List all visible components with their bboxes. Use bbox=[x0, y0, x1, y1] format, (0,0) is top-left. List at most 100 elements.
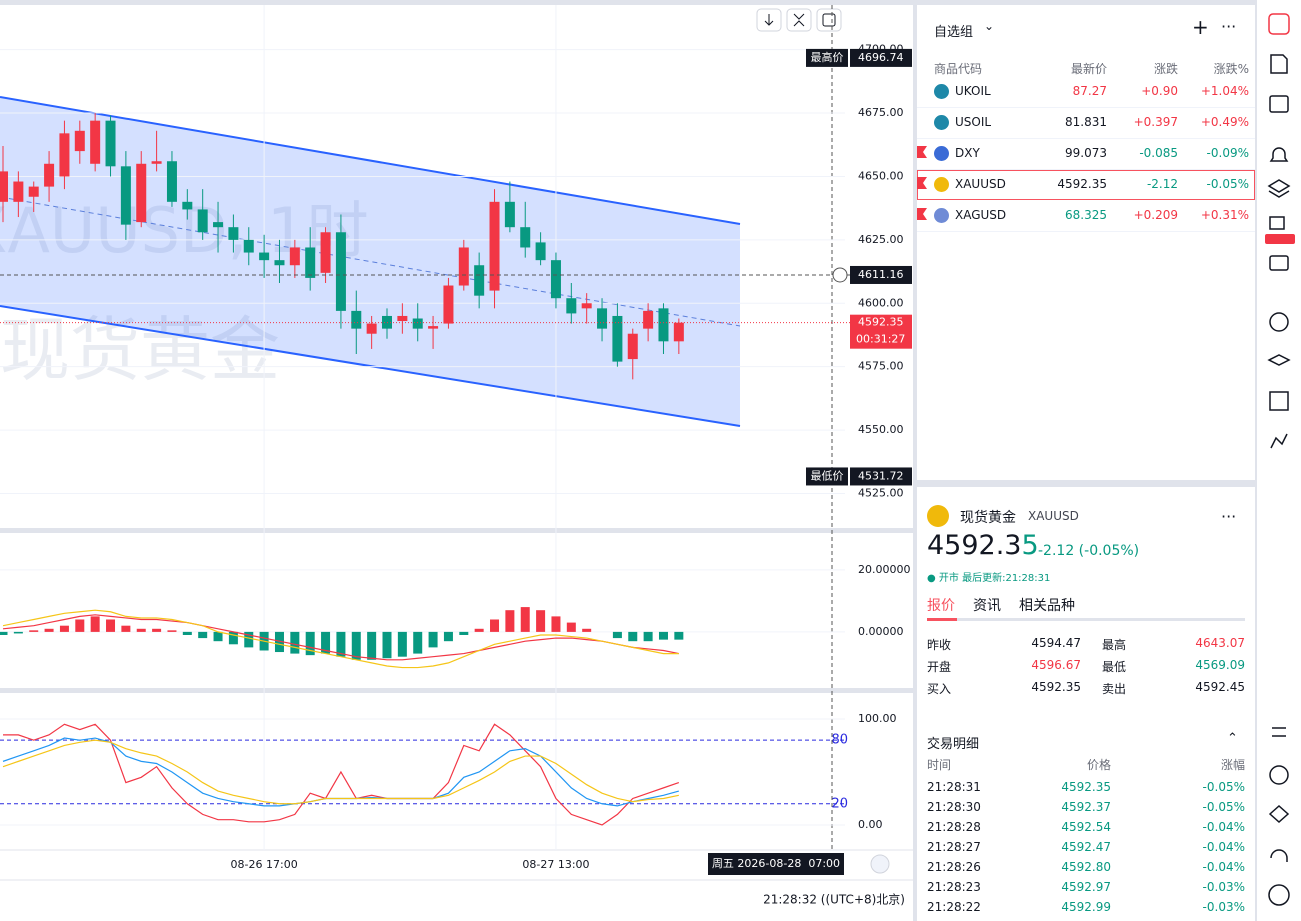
symbol[interactable]: UKOIL bbox=[955, 84, 991, 98]
candle-body bbox=[182, 201, 193, 210]
candle-body bbox=[504, 201, 515, 228]
icon-deal[interactable] bbox=[1268, 804, 1290, 824]
symbol[interactable]: XAUUSD bbox=[955, 177, 1006, 191]
cell: 87.27 bbox=[1072, 84, 1107, 98]
cell: 21:28:30 bbox=[927, 800, 981, 814]
histogram-bar bbox=[274, 631, 284, 653]
symbol[interactable]: XAGUSD bbox=[955, 208, 1007, 222]
icon-face[interactable] bbox=[1269, 765, 1289, 785]
histogram-bar bbox=[121, 625, 131, 632]
icon-watchlist[interactable] bbox=[1268, 13, 1290, 35]
col-header: 最新价 bbox=[1070, 62, 1107, 76]
cell: 21:28:31 bbox=[927, 780, 981, 794]
y-tick-label: 20.00000 bbox=[858, 563, 911, 576]
tab[interactable]: 相关品种 bbox=[1019, 598, 1075, 614]
candle-body bbox=[197, 209, 208, 233]
candle-body bbox=[59, 133, 70, 177]
tab-track bbox=[927, 618, 1245, 621]
x-tick-label: 08-27 13:00 bbox=[522, 858, 589, 871]
candle-body bbox=[44, 163, 55, 187]
cell: -0.04% bbox=[1202, 840, 1245, 854]
icon-ideas[interactable] bbox=[1270, 433, 1288, 449]
icon-support[interactable] bbox=[1270, 849, 1288, 862]
quote-name: 现货黄金 bbox=[960, 510, 1016, 526]
cell: -0.04% bbox=[1202, 860, 1245, 874]
icon-layers[interactable] bbox=[1267, 179, 1291, 198]
histogram-bar bbox=[674, 631, 684, 640]
symbol[interactable]: DXY bbox=[955, 146, 980, 160]
cell: 21:28:22 bbox=[927, 900, 981, 914]
stat-label: 买入 bbox=[927, 682, 952, 696]
icons bbox=[1267, 13, 1291, 906]
histogram-bar bbox=[59, 625, 69, 632]
histogram-bar bbox=[152, 628, 162, 632]
candle-body bbox=[259, 252, 270, 261]
tab[interactable]: 资讯 bbox=[973, 598, 1001, 614]
icon-alert[interactable] bbox=[1269, 147, 1289, 162]
cell: -0.03% bbox=[1202, 900, 1245, 914]
cell: +0.49% bbox=[1200, 115, 1249, 129]
cell: -0.03% bbox=[1202, 880, 1245, 894]
col-header: 涨跌% bbox=[1213, 62, 1249, 76]
candle-body bbox=[535, 242, 546, 261]
icon-calendar[interactable] bbox=[1269, 95, 1289, 113]
stat-value: 4592.45 bbox=[1195, 680, 1245, 694]
cell: +0.31% bbox=[1200, 208, 1249, 222]
stat-label: 开盘 bbox=[927, 660, 952, 674]
cell: +0.209 bbox=[1133, 208, 1178, 222]
candle-body bbox=[151, 161, 162, 164]
candle-body bbox=[28, 186, 39, 197]
icon bbox=[764, 14, 774, 26]
col-header: 价格 bbox=[1086, 758, 1111, 772]
cell: 21:28:26 bbox=[927, 860, 981, 874]
candle-body bbox=[658, 308, 669, 342]
icon-live[interactable] bbox=[1269, 216, 1285, 230]
watchlist-title[interactable]: 自选组 bbox=[934, 25, 974, 40]
icon bbox=[793, 13, 805, 27]
quote-symbol: XAUUSD bbox=[1028, 509, 1079, 523]
cell: 68.325 bbox=[1065, 208, 1107, 222]
btn[interactable] bbox=[816, 8, 842, 32]
add[interactable]: + bbox=[1192, 15, 1209, 39]
live-badge bbox=[1265, 234, 1295, 244]
cell: +0.397 bbox=[1133, 115, 1178, 129]
cell: -0.09% bbox=[1206, 146, 1249, 160]
y-tick-label: 4575.00 bbox=[858, 360, 904, 373]
row-icon bbox=[934, 208, 949, 223]
stat-value: 4569.09 bbox=[1195, 658, 1245, 672]
candle-body bbox=[166, 161, 177, 202]
countdown: 00:31:27 bbox=[856, 333, 905, 346]
y-tick-label: 100.00 bbox=[858, 712, 897, 725]
watermark: 现货黄金 bbox=[0, 309, 280, 391]
tab[interactable]: 报价 bbox=[927, 598, 955, 614]
separator bbox=[0, 688, 913, 693]
symbol[interactable]: USOIL bbox=[955, 115, 992, 129]
caret[interactable]: ⌄ bbox=[984, 19, 995, 33]
icon-edu[interactable] bbox=[1267, 354, 1291, 366]
row-line bbox=[917, 231, 1255, 232]
candle-body bbox=[228, 227, 239, 240]
cell: 99.073 bbox=[1065, 146, 1107, 160]
icon-chat[interactable] bbox=[1269, 255, 1289, 271]
icon-target[interactable] bbox=[1269, 312, 1289, 332]
crosshair-price: 4611.16 bbox=[858, 268, 904, 281]
icon-table[interactable] bbox=[1269, 391, 1289, 411]
candle-body bbox=[105, 120, 116, 167]
more[interactable]: ··· bbox=[1221, 17, 1237, 36]
candle-body bbox=[643, 310, 654, 329]
stat-label: 昨收 bbox=[927, 638, 952, 652]
icon-code[interactable] bbox=[1272, 727, 1286, 737]
row-line bbox=[917, 169, 1255, 170]
clock: 21:28:32 ((UTC+8)北京) bbox=[763, 893, 905, 907]
icon-news[interactable] bbox=[1270, 54, 1288, 74]
cell: +1.04% bbox=[1200, 84, 1249, 98]
candle-body bbox=[443, 285, 454, 324]
y-tick-label: 4675.00 bbox=[858, 106, 904, 119]
flag bbox=[917, 146, 927, 158]
icon-bar bbox=[1257, 0, 1301, 921]
btn[interactable] bbox=[786, 8, 812, 32]
more[interactable]: ··· bbox=[1221, 507, 1237, 526]
histogram-bar bbox=[182, 631, 192, 635]
collapse[interactable]: ⌃ bbox=[1227, 731, 1238, 746]
icon-help[interactable] bbox=[1268, 884, 1290, 906]
